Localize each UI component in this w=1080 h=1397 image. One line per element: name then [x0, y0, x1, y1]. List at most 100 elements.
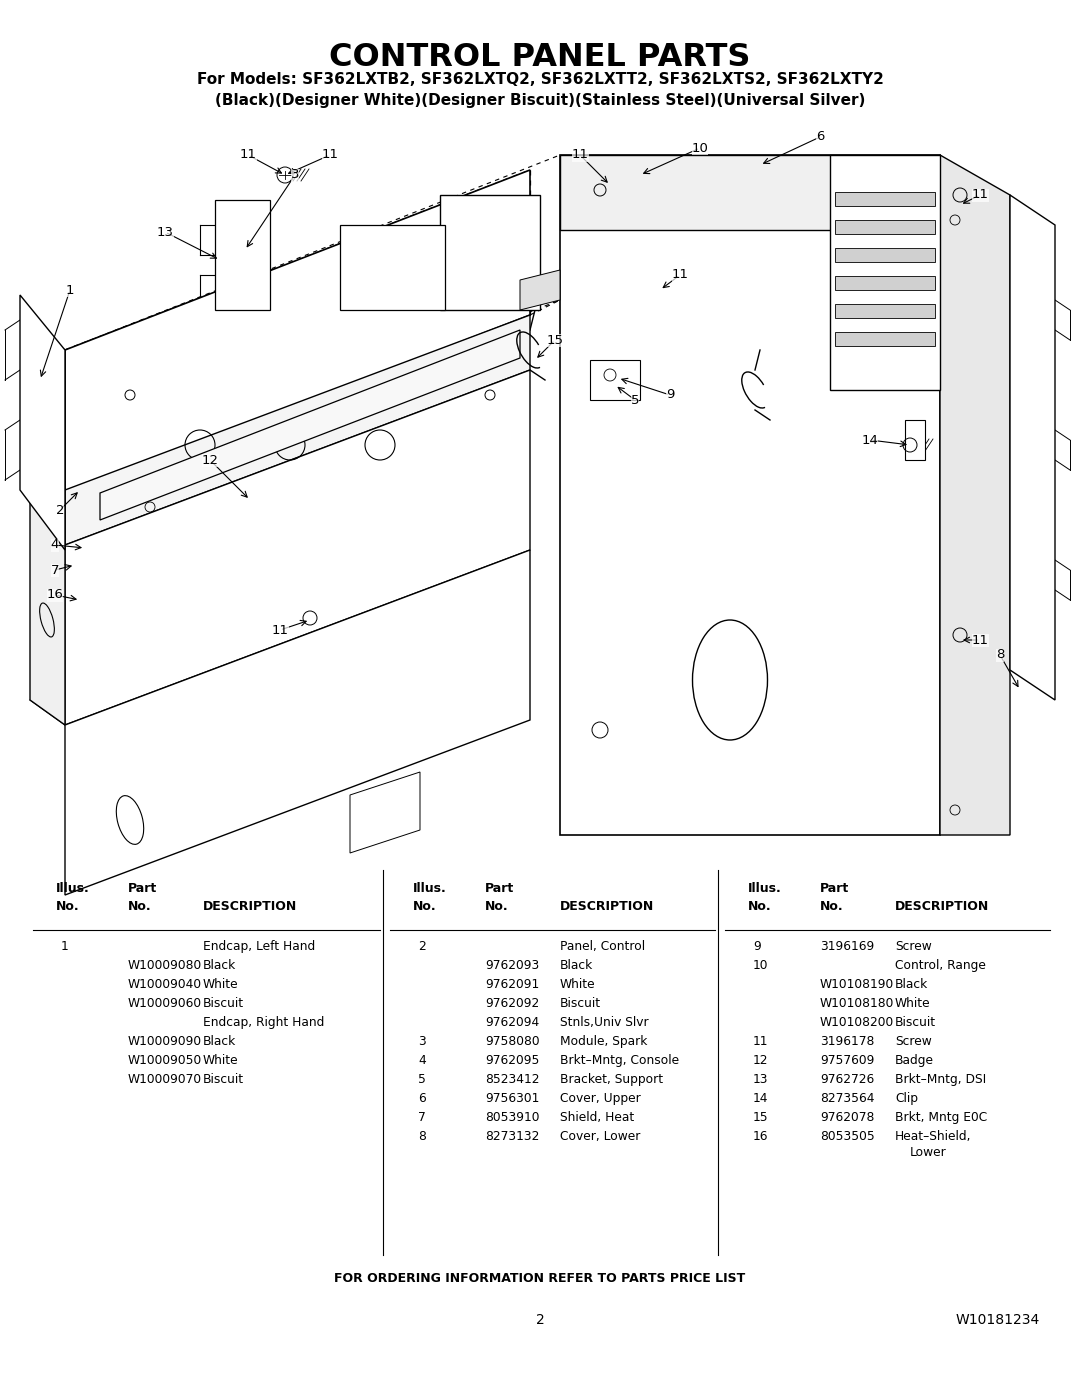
Text: 9: 9	[665, 388, 674, 401]
Polygon shape	[21, 295, 65, 550]
Text: Brkt–Mntg, Console: Brkt–Mntg, Console	[561, 1053, 679, 1067]
Text: 9762095: 9762095	[485, 1053, 539, 1067]
Text: 11: 11	[571, 148, 589, 162]
Text: 11: 11	[672, 268, 689, 282]
Text: W10108200: W10108200	[820, 1016, 894, 1030]
Text: Endcap, Left Hand: Endcap, Left Hand	[203, 940, 315, 953]
Text: For Models: SF362LXTB2, SF362LXTQ2, SF362LXTT2, SF362LXTS2, SF362LXTY2: For Models: SF362LXTB2, SF362LXTQ2, SF36…	[197, 73, 883, 87]
Text: Stnls,Univ Slvr: Stnls,Univ Slvr	[561, 1016, 649, 1030]
Polygon shape	[590, 360, 640, 400]
Polygon shape	[835, 305, 935, 319]
Text: Panel, Control: Panel, Control	[561, 940, 645, 953]
Text: Part: Part	[820, 882, 849, 895]
Text: 2: 2	[56, 503, 64, 517]
Text: Heat–Shield,: Heat–Shield,	[895, 1130, 972, 1143]
Text: Screw: Screw	[895, 1035, 932, 1048]
Text: 16: 16	[753, 1130, 769, 1143]
Text: 1: 1	[66, 284, 75, 296]
Text: 5: 5	[631, 394, 639, 407]
Text: 11: 11	[271, 623, 288, 637]
Text: Black: Black	[895, 978, 928, 990]
Polygon shape	[905, 420, 924, 460]
Text: W10009070: W10009070	[129, 1073, 202, 1085]
Text: Biscuit: Biscuit	[561, 997, 602, 1010]
Text: 7: 7	[418, 1111, 426, 1125]
Text: 15: 15	[546, 334, 564, 346]
Text: Illus.: Illus.	[56, 882, 90, 895]
Text: (Black)(Designer White)(Designer Biscuit)(Stainless Steel)(Universal Silver): (Black)(Designer White)(Designer Biscuit…	[215, 94, 865, 108]
Text: 9758080: 9758080	[485, 1035, 540, 1048]
Text: Black: Black	[561, 958, 593, 972]
Text: 11: 11	[972, 189, 988, 201]
Text: 15: 15	[753, 1111, 769, 1125]
Text: Biscuit: Biscuit	[203, 1073, 244, 1085]
Text: 8273132: 8273132	[485, 1130, 539, 1143]
Text: W10009060: W10009060	[129, 997, 202, 1010]
Text: 3: 3	[418, 1035, 426, 1048]
Text: W10009040: W10009040	[129, 978, 202, 990]
Text: White: White	[203, 978, 239, 990]
Text: Endcap, Right Hand: Endcap, Right Hand	[203, 1016, 324, 1030]
Text: 4: 4	[51, 538, 59, 552]
Text: 2: 2	[536, 1313, 544, 1327]
Text: 14: 14	[753, 1092, 769, 1105]
Text: No.: No.	[820, 900, 843, 914]
Text: White: White	[203, 1053, 239, 1067]
Text: 11: 11	[240, 148, 257, 162]
Text: 9756301: 9756301	[485, 1092, 539, 1105]
Text: White: White	[895, 997, 931, 1010]
Text: Brkt, Mntg E0C: Brkt, Mntg E0C	[895, 1111, 987, 1125]
Text: 8053505: 8053505	[820, 1130, 875, 1143]
Polygon shape	[561, 155, 940, 231]
Text: 8523412: 8523412	[485, 1073, 540, 1085]
Text: Screw: Screw	[895, 940, 932, 953]
Text: 9762078: 9762078	[820, 1111, 875, 1125]
Polygon shape	[835, 219, 935, 235]
Polygon shape	[519, 270, 561, 310]
Polygon shape	[350, 773, 420, 854]
Polygon shape	[65, 550, 530, 895]
Polygon shape	[100, 330, 519, 520]
Text: 9762094: 9762094	[485, 1016, 539, 1030]
Polygon shape	[65, 370, 530, 725]
Text: Part: Part	[129, 882, 158, 895]
Text: 12: 12	[753, 1053, 769, 1067]
Text: Biscuit: Biscuit	[203, 997, 244, 1010]
Polygon shape	[65, 170, 530, 495]
Text: DESCRIPTION: DESCRIPTION	[895, 900, 989, 914]
Text: 9762091: 9762091	[485, 978, 539, 990]
Text: CONTROL PANEL PARTS: CONTROL PANEL PARTS	[329, 42, 751, 73]
Polygon shape	[835, 332, 935, 346]
Text: 8: 8	[996, 648, 1004, 662]
Text: DESCRIPTION: DESCRIPTION	[561, 900, 654, 914]
Text: W10181234: W10181234	[956, 1313, 1040, 1327]
Text: 9762726: 9762726	[820, 1073, 874, 1085]
Text: 8: 8	[418, 1130, 426, 1143]
Text: No.: No.	[485, 900, 509, 914]
Text: 11: 11	[753, 1035, 769, 1048]
Text: Black: Black	[203, 958, 237, 972]
Text: 9: 9	[753, 940, 760, 953]
Text: Illus.: Illus.	[748, 882, 782, 895]
Text: 5: 5	[418, 1073, 426, 1085]
Text: 10: 10	[691, 141, 708, 155]
Text: W10108180: W10108180	[820, 997, 894, 1010]
Text: 10: 10	[753, 958, 769, 972]
Text: Bracket, Support: Bracket, Support	[561, 1073, 663, 1085]
Text: Clip: Clip	[895, 1092, 918, 1105]
Text: 6: 6	[815, 130, 824, 144]
Polygon shape	[215, 200, 270, 310]
Text: Black: Black	[203, 1035, 237, 1048]
Text: W10009090: W10009090	[129, 1035, 202, 1048]
Polygon shape	[835, 249, 935, 263]
Text: 3: 3	[291, 169, 299, 182]
Text: 1: 1	[60, 940, 69, 953]
Text: Biscuit: Biscuit	[895, 1016, 936, 1030]
Text: 7: 7	[51, 563, 59, 577]
Text: 13: 13	[753, 1073, 769, 1085]
Text: No.: No.	[413, 900, 436, 914]
Text: FOR ORDERING INFORMATION REFER TO PARTS PRICE LIST: FOR ORDERING INFORMATION REFER TO PARTS …	[335, 1271, 745, 1284]
Text: Brkt–Mntg, DSI: Brkt–Mntg, DSI	[895, 1073, 986, 1085]
Text: No.: No.	[748, 900, 771, 914]
Text: 11: 11	[322, 148, 338, 162]
